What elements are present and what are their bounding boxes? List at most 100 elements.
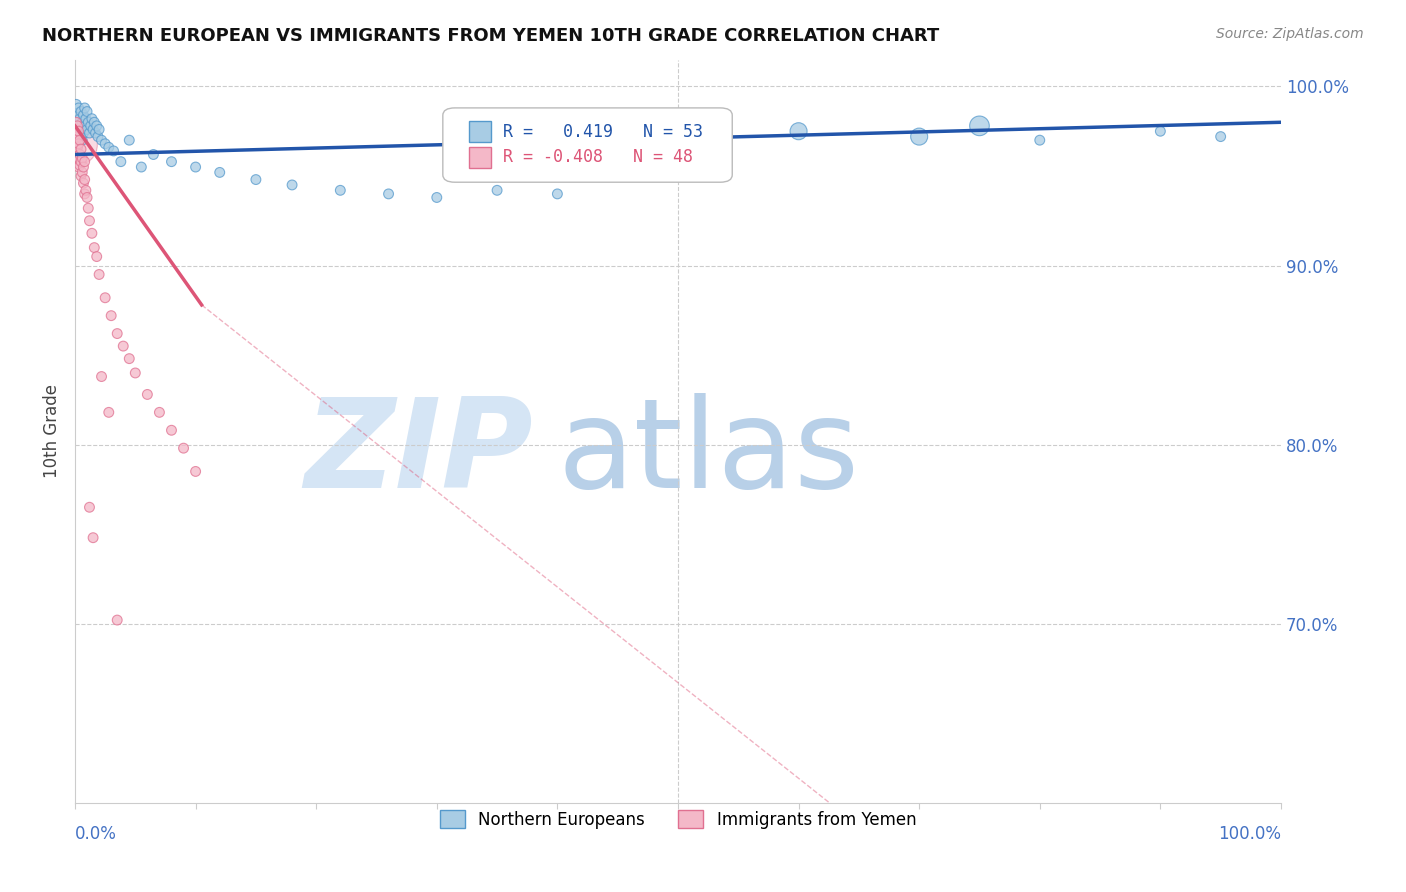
Point	[75, 183, 97, 197]
Point	[148, 405, 170, 419]
Point	[160, 154, 183, 169]
Point	[1029, 133, 1052, 147]
Point	[82, 531, 104, 545]
Text: NORTHERN EUROPEAN VS IMMIGRANTS FROM YEMEN 10TH GRADE CORRELATION CHART: NORTHERN EUROPEAN VS IMMIGRANTS FROM YEM…	[42, 27, 939, 45]
Point	[76, 104, 98, 119]
Point	[69, 147, 91, 161]
Point	[79, 119, 101, 133]
Point	[82, 122, 104, 136]
Point	[112, 339, 135, 353]
Point	[80, 112, 103, 126]
Point	[67, 160, 90, 174]
Point	[73, 172, 96, 186]
Point	[73, 101, 96, 115]
Point	[86, 250, 108, 264]
Point	[79, 126, 101, 140]
Point	[329, 183, 352, 197]
Point	[105, 613, 128, 627]
Point	[70, 169, 93, 183]
Point	[142, 147, 165, 161]
Text: Source: ZipAtlas.com: Source: ZipAtlas.com	[1216, 27, 1364, 41]
Point	[65, 133, 87, 147]
Point	[1149, 124, 1171, 138]
Point	[65, 124, 87, 138]
Point	[69, 112, 91, 126]
Text: R = -0.408   N = 48: R = -0.408 N = 48	[503, 148, 693, 166]
Point	[72, 160, 94, 174]
Point	[65, 136, 87, 151]
Point	[89, 122, 111, 136]
Legend: Northern Europeans, Immigrants from Yemen: Northern Europeans, Immigrants from Yeme…	[433, 804, 922, 835]
Point	[65, 97, 87, 112]
Point	[66, 119, 89, 133]
Point	[80, 227, 103, 241]
Point	[70, 133, 93, 147]
Point	[67, 101, 90, 115]
Point	[208, 165, 231, 179]
Point	[70, 165, 93, 179]
Point	[969, 119, 991, 133]
Point	[67, 136, 90, 151]
Point	[66, 124, 89, 138]
Point	[118, 133, 141, 147]
Point	[66, 151, 89, 165]
Text: ZIP: ZIP	[305, 393, 533, 514]
Point	[94, 291, 117, 305]
Point	[69, 129, 91, 144]
Point	[72, 126, 94, 140]
Point	[73, 154, 96, 169]
Point	[184, 160, 207, 174]
Point	[184, 465, 207, 479]
Y-axis label: 10th Grade: 10th Grade	[44, 384, 60, 478]
Point	[75, 112, 97, 126]
Point	[70, 154, 93, 169]
Point	[84, 126, 107, 140]
Point	[105, 326, 128, 341]
Point	[103, 144, 125, 158]
Point	[79, 500, 101, 515]
Point	[69, 133, 91, 147]
Point	[124, 366, 146, 380]
Point	[70, 151, 93, 165]
Point	[131, 160, 153, 174]
Point	[1209, 129, 1232, 144]
Point	[908, 129, 931, 144]
Point	[118, 351, 141, 366]
FancyBboxPatch shape	[443, 108, 733, 182]
Text: 100.0%: 100.0%	[1218, 825, 1281, 843]
Point	[160, 423, 183, 437]
Text: atlas: atlas	[557, 393, 859, 514]
Point	[83, 241, 105, 255]
Point	[73, 186, 96, 201]
Point	[72, 108, 94, 122]
Point	[110, 154, 132, 169]
Point	[97, 140, 120, 154]
Point	[787, 124, 810, 138]
Point	[426, 190, 449, 204]
Text: R =   0.419   N = 53: R = 0.419 N = 53	[503, 123, 703, 141]
Point	[83, 115, 105, 129]
Point	[69, 158, 91, 172]
Point	[70, 142, 93, 156]
Point	[73, 119, 96, 133]
Point	[66, 106, 89, 120]
Point	[666, 136, 689, 151]
Point	[89, 268, 111, 282]
Point	[65, 115, 87, 129]
Point	[67, 119, 90, 133]
Point	[70, 122, 93, 136]
Point	[86, 119, 108, 133]
FancyBboxPatch shape	[470, 147, 491, 168]
Text: 0.0%: 0.0%	[75, 825, 117, 843]
Point	[546, 186, 568, 201]
Point	[90, 369, 112, 384]
Point	[97, 405, 120, 419]
Point	[90, 133, 112, 147]
Point	[67, 124, 90, 138]
Point	[281, 178, 304, 192]
Point	[377, 186, 399, 201]
Point	[87, 129, 110, 144]
Point	[94, 136, 117, 151]
Point	[245, 172, 267, 186]
Point	[70, 115, 93, 129]
